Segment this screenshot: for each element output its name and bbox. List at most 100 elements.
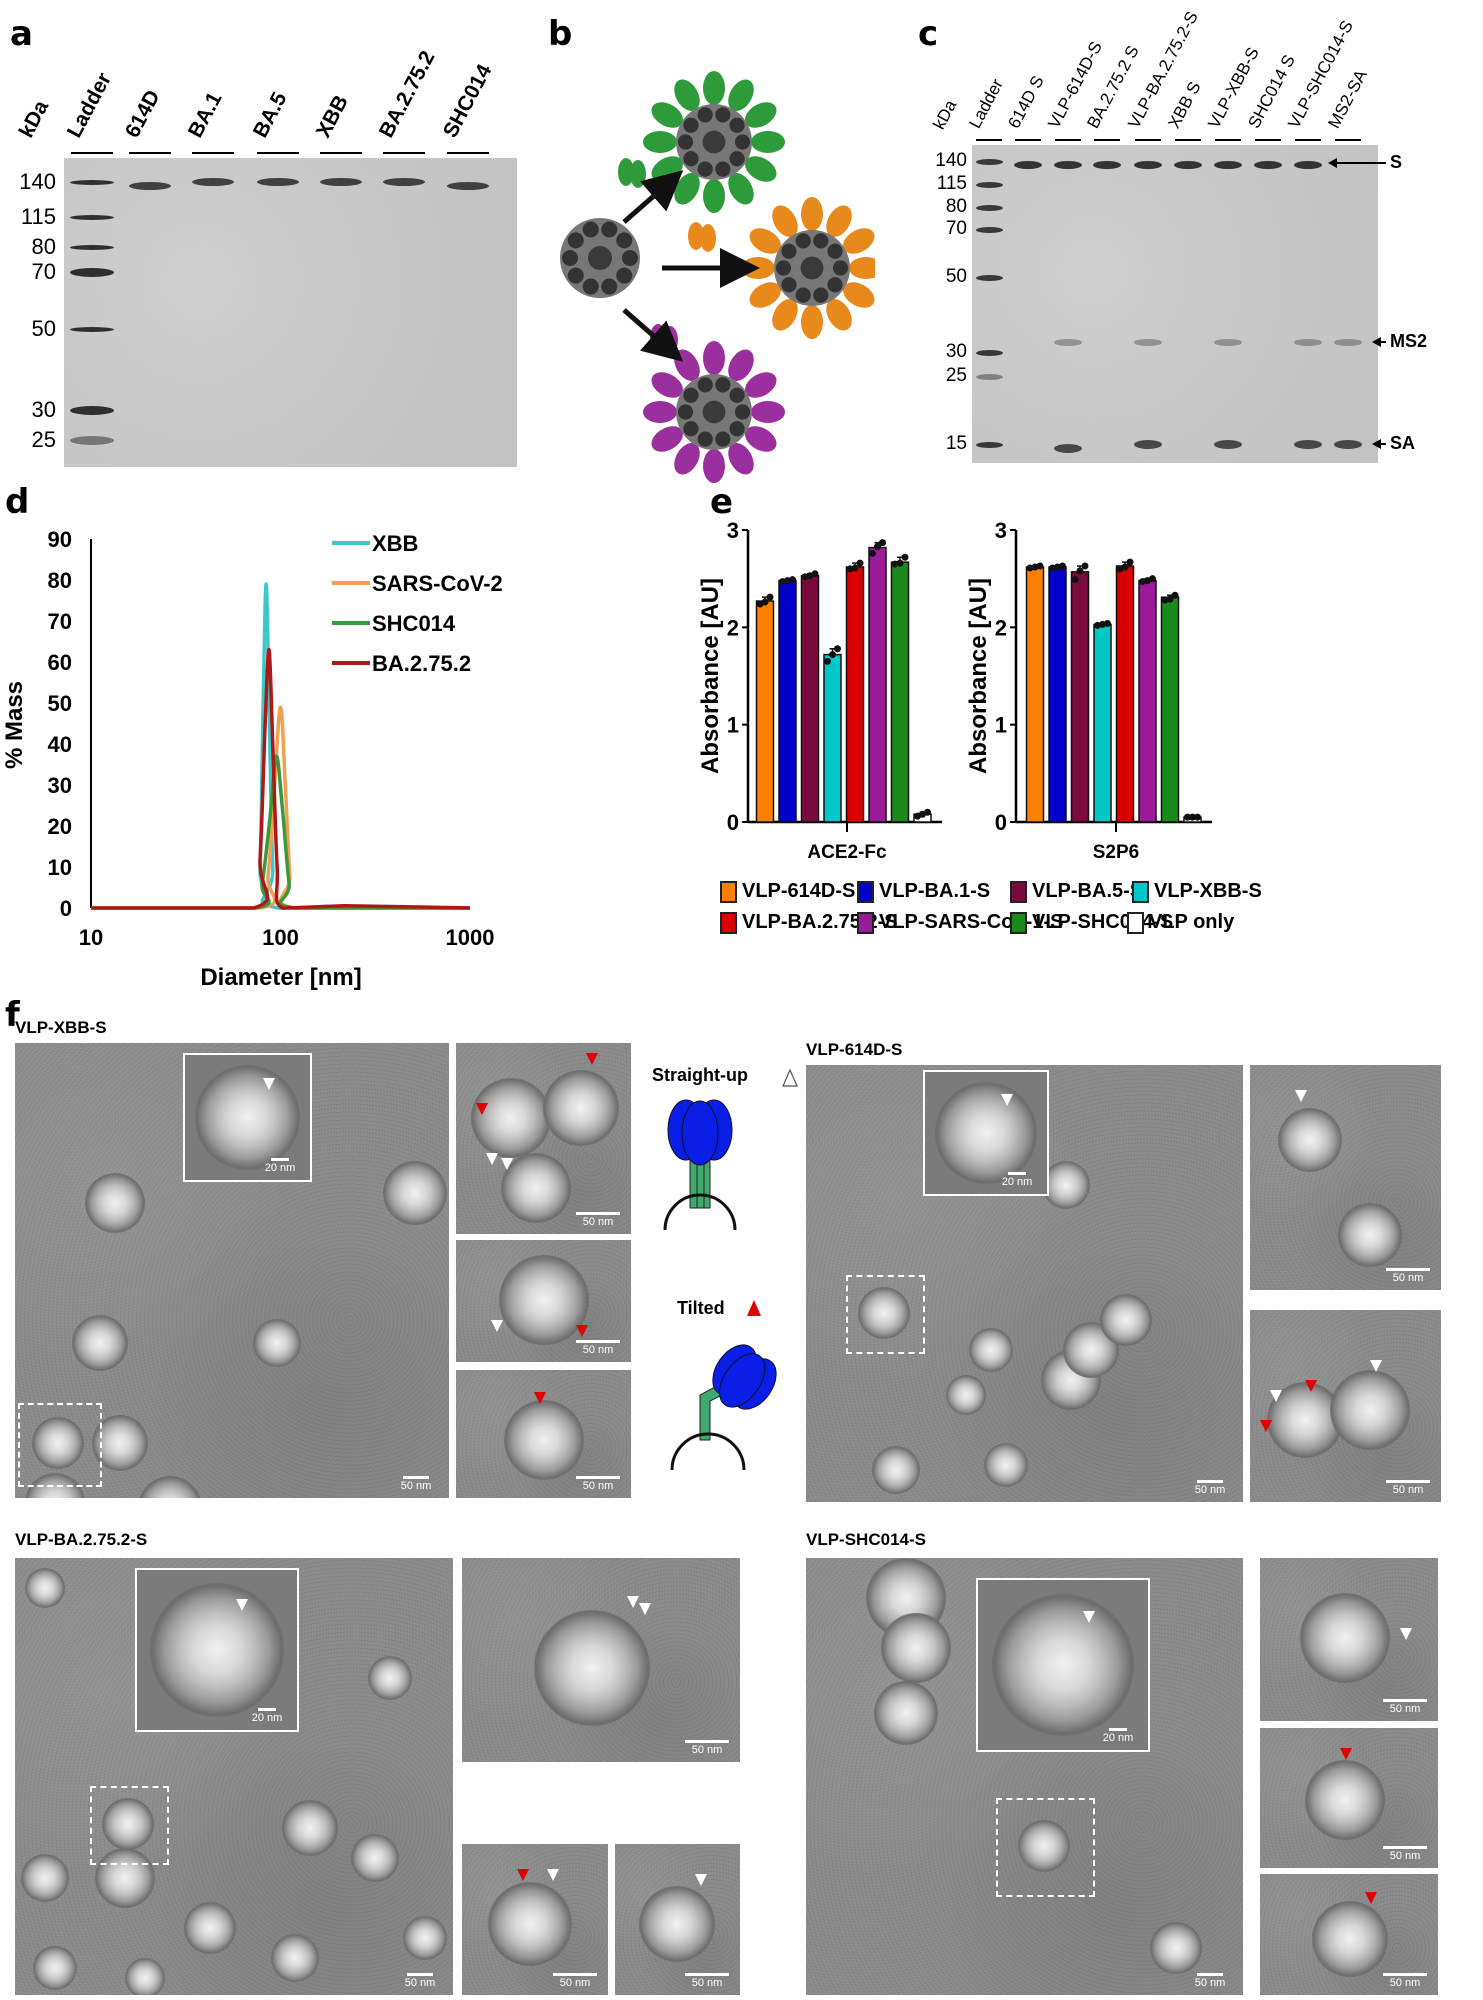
- scale-bar: 50 nm: [1185, 1480, 1235, 1496]
- replicate-dot: [1104, 619, 1111, 627]
- scale-bar-label: 50 nm: [582, 1216, 614, 1228]
- spike-band: [1174, 161, 1202, 169]
- marker-label: 140: [19, 169, 56, 194]
- ladder-band: [976, 182, 1003, 188]
- red-arrowhead-icon: [747, 1300, 761, 1316]
- replicate-dot: [924, 808, 931, 816]
- scale-bar: 50 nm: [573, 1476, 623, 1492]
- bar-vlp-sars-cov-1-s: [1138, 579, 1157, 823]
- replicate-dot: [1126, 558, 1134, 566]
- vlp-particle: [1017, 1819, 1070, 1872]
- ladder-band: [70, 267, 114, 277]
- straight-up-spike-schematic: [663, 1099, 737, 1230]
- sa-band: [1214, 440, 1242, 449]
- replicate-dot: [869, 549, 876, 557]
- replicate-dot: [856, 559, 864, 567]
- marker-label: 15: [945, 433, 967, 454]
- vlp-particle-magnified: [934, 1081, 1038, 1185]
- scale-bar-label: 50 nm: [582, 1344, 614, 1356]
- y-tick-label: 90: [48, 527, 72, 552]
- scale-bar-label: 20 nm: [1102, 1732, 1134, 1744]
- scale-bar: 50 nm: [1380, 1973, 1430, 1989]
- tilted-arrowhead-icon: [1260, 1420, 1272, 1432]
- marker-label: 115: [20, 204, 56, 229]
- lane-label: Ladder: [965, 75, 1007, 132]
- vlp-particle: [101, 1797, 154, 1850]
- ladder-band: [976, 374, 1003, 380]
- vlp-green-spike: [643, 71, 785, 213]
- spike-band: [192, 178, 234, 186]
- series-line-sars-cov-2: [90, 705, 470, 910]
- vlp-particle: [271, 1934, 319, 1982]
- tilted-arrowhead-icon: [517, 1869, 529, 1881]
- scale-bar-label: 20 nm: [264, 1162, 296, 1174]
- vlp-particle: [21, 1854, 69, 1902]
- title-vlp-614d-s: VLP-614D-S: [806, 1040, 903, 1059]
- straight-up-arrowhead-icon: [639, 1603, 651, 1615]
- tilted-arrowhead-icon: [1305, 1380, 1317, 1392]
- scale-bar: 50 nm: [573, 1340, 623, 1356]
- micrograph-vlp-shc014-s: 20 nm 50 nm: [806, 1558, 1243, 1995]
- legend-swatch: [857, 911, 874, 934]
- bar-vlp-xbb-s: [823, 653, 842, 823]
- zoom-inset: 20 nm: [135, 1568, 299, 1732]
- straight-up-arrowhead-icon: [262, 1077, 275, 1090]
- selection-box: [90, 1786, 169, 1865]
- vlp-particle: [253, 1319, 301, 1367]
- ms2-band: [1054, 339, 1082, 346]
- scale-bar-label: 50 nm: [691, 1977, 723, 1989]
- straight-up-arrowhead-icon: [1083, 1610, 1096, 1623]
- legend-label: SHC014: [372, 611, 456, 636]
- dls-size-distribution-chart: 0 10 20 30 40 50 60 70 80 90 10 100 1000 Diameter [nm…: [1, 527, 503, 990]
- band-label-ms2: MS2: [1390, 331, 1428, 351]
- bar-vlp-ba.1-s: [1048, 566, 1067, 823]
- bar-vlp-shc014-s: [1160, 596, 1180, 823]
- vlp-particle: [184, 1902, 236, 1954]
- x-tick-label: 100: [262, 925, 299, 950]
- lane-line: [447, 152, 489, 154]
- scale-bar-label: 50 nm: [404, 1977, 436, 1989]
- legend-label: VLP-BA.5-S: [1032, 880, 1144, 902]
- vlp-particle: [874, 1681, 938, 1745]
- straight-up-arrowhead-icon: [1295, 1090, 1307, 1102]
- y-tick-label: 20: [48, 814, 72, 839]
- lane-line: [1175, 139, 1201, 141]
- arrowhead-icon: [1372, 337, 1381, 347]
- ladder-band: [70, 214, 114, 220]
- bar-vlp-ba.5-s: [800, 574, 820, 823]
- ladder-band: [70, 244, 114, 250]
- scale-bar-label: 50 nm: [691, 1744, 723, 1756]
- lane-line: [1295, 139, 1321, 141]
- vlp-particle: [72, 1315, 128, 1371]
- ladder-band: [70, 405, 114, 415]
- replicate-dot: [824, 657, 831, 665]
- micrograph-shc014-detail-2: 50 nm: [1260, 1728, 1438, 1868]
- spike-band: [1134, 161, 1162, 169]
- scale-bar-label: 50 nm: [1389, 1850, 1421, 1862]
- scale-bar: 50 nm: [1185, 1973, 1235, 1989]
- scale-bar-label: 50 nm: [1194, 1484, 1226, 1496]
- arrowhead-icon: [1328, 158, 1337, 168]
- vlp-particle: [138, 1476, 202, 1498]
- replicate-dot: [1184, 813, 1191, 821]
- y-tick-label: 1: [995, 713, 1007, 738]
- ms2-band: [1294, 339, 1322, 346]
- spike-band: [257, 178, 299, 186]
- scale-bar: 20 nm: [1098, 1728, 1138, 1744]
- spike-band: [1054, 161, 1082, 169]
- scale-bar-label: 50 nm: [1194, 1977, 1226, 1989]
- marker-label: 30: [31, 397, 56, 422]
- y-tick-label: 3: [727, 518, 739, 543]
- scale-bar-label: 50 nm: [582, 1480, 614, 1492]
- x-tick-label: 1000: [446, 925, 495, 950]
- lane-line: [192, 152, 234, 154]
- vlp-particle: [1100, 1294, 1152, 1346]
- vlp-particle: [85, 1173, 145, 1233]
- scale-bar: 50 nm: [1383, 1480, 1433, 1496]
- scale-bar: 50 nm: [682, 1973, 732, 1989]
- y-tick-label: 60: [48, 650, 72, 675]
- bar-vlp-shc014-s: [890, 561, 910, 823]
- selection-box: [996, 1798, 1095, 1897]
- bar-vlp-xbb-s: [1093, 623, 1112, 823]
- legend-label: VLP-XBB-S: [1154, 880, 1262, 902]
